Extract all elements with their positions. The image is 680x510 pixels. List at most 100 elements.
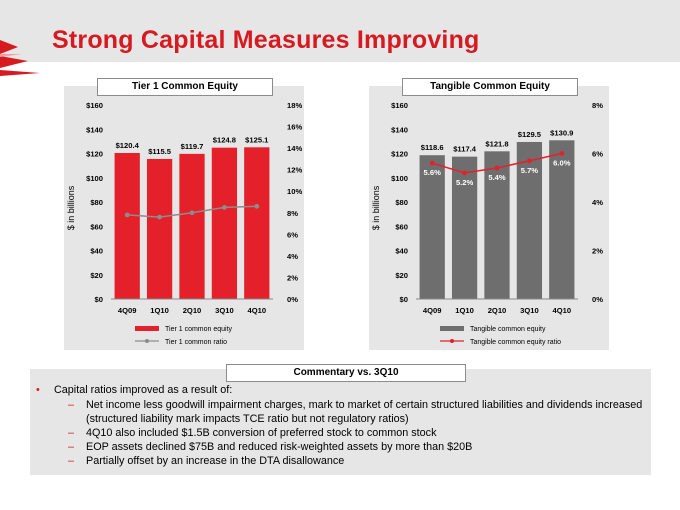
x-tick-label: 4Q09 [118,306,137,315]
x-tick-label: 1Q10 [455,306,474,315]
commentary-sub-item-text: Net income less goodwill impairment char… [86,399,643,425]
commentary-sub-item: – Partially offset by an increase in the … [36,454,648,468]
y2-tick-label: 18% [287,101,302,110]
y-tick-label: $40 [90,247,103,256]
bar [516,141,543,299]
y2-tick-label: 4% [592,198,603,207]
bullet-dot-icon: • [36,384,40,396]
header-band [0,0,680,62]
dash-icon: – [68,441,75,453]
ratio-data-label: 8.0% [183,218,201,227]
commentary-bullet-text: Capital ratios improved as a result of: [54,384,233,396]
tce-chart-title: Tangible Common Equity [402,78,578,96]
ratio-point [157,214,163,220]
y-tick-label: $0 [400,295,408,304]
y2-tick-label: 4% [287,252,298,261]
ratio-point [494,165,500,171]
commentary-list: • Capital ratios improved as a result of… [36,383,648,468]
bar [244,147,270,299]
y-tick-label: $100 [86,174,103,183]
bar-data-label: $119.7 [181,142,204,151]
bar-data-label: $129.5 [518,130,542,139]
legend-entry: Tier 1 common ratio [165,339,227,346]
x-tick-label: 2Q10 [488,306,507,315]
y2-tick-label: 2% [287,273,298,282]
ratio-data-label: 8.5% [216,212,234,221]
y-tick-label: $0 [95,295,103,304]
y-tick-label: $20 [395,271,408,280]
slide-title: Strong Capital Measures Improving [52,26,480,54]
ratio-data-label: 8.6% [248,211,266,220]
y-tick-label: $120 [391,150,408,159]
commentary-box [30,369,651,475]
bar [179,153,205,299]
x-tick-label: 4Q09 [423,306,442,315]
y2-tick-label: 16% [287,123,302,132]
x-tick-label: 4Q10 [553,306,572,315]
bar-data-label: $130.9 [550,128,573,137]
y-tick-label: $120 [86,150,103,159]
y-tick-label: $100 [391,174,408,183]
bar [549,140,575,299]
ratio-data-label: 7.8% [119,220,137,229]
bar-data-label: $117.4 [453,145,477,154]
legend-swatch [440,326,464,331]
y2-tick-label: 6% [287,230,298,239]
bar [211,147,238,299]
dash-icon: – [68,399,75,411]
y2-tick-label: 14% [287,144,302,153]
bar [451,156,478,299]
x-tick-label: 2Q10 [183,306,202,315]
commentary-sub-item-text: 4Q10 also included $1.5B conversion of p… [86,427,437,439]
ratio-data-label: 7.6% [151,222,169,231]
ratio-point [222,204,227,210]
legend-entry: Tangible common equity ratio [470,339,561,346]
y2-tick-label: 12% [287,166,302,175]
dash-icon: – [68,455,75,467]
ratio-data-label: 5.6% [424,168,442,177]
y2-tick-label: 0% [592,295,603,304]
x-tick-label: 1Q10 [150,306,169,315]
legend-entry: Tier 1 common equity [165,326,233,333]
y-tick-label: $80 [90,198,103,207]
x-tick-label: 3Q10 [520,306,539,315]
tier1-chart-title: Tier 1 Common Equity [97,78,273,96]
legend-swatch [135,326,159,331]
ratio-point [429,160,435,166]
commentary-sub-item: – EOP assets declined $75B and reduced ri… [36,440,648,454]
dash-icon: – [68,427,75,439]
bar-data-label: $121.8 [485,139,508,148]
x-tick-label: 3Q10 [215,306,234,315]
bar [146,158,173,299]
y-tick-label: $160 [391,101,408,110]
commentary-sub-item-text: EOP assets declined $75B and reduced ris… [86,441,473,453]
y2-tick-label: 2% [592,247,603,256]
y-tick-label: $20 [90,271,103,280]
y2-tick-label: 10% [287,187,302,196]
bar-data-label: $120.4 [116,141,140,150]
y-tick-label: $140 [86,125,103,134]
bar [114,153,140,299]
commentary-sub-item: –4Q10 also included $1.5B conversion of … [36,426,648,440]
bar-data-label: $125.1 [245,135,269,144]
bar-data-label: $124.8 [213,136,236,145]
ratio-point [559,151,565,156]
commentary-sub-list: – Net income less goodwill impairment cha… [36,398,648,468]
bar [484,151,510,299]
ratio-point [462,170,467,176]
y-tick-label: $60 [90,222,103,231]
y-axis-label: $ in billions [371,185,381,230]
y2-tick-label: 8% [287,209,298,218]
legend-marker [145,339,149,343]
x-tick-label: 4Q10 [248,306,267,315]
y-tick-label: $40 [395,247,408,256]
y2-tick-label: 8% [592,101,603,110]
ratio-point [254,203,260,209]
ratio-data-label: 5.4% [488,173,506,182]
commentary-bullet: • Capital ratios improved as a result of… [36,383,648,397]
y-axis-label: $ in billions [66,185,76,230]
y-tick-label: $160 [86,101,103,110]
y-tick-label: $60 [395,222,408,231]
